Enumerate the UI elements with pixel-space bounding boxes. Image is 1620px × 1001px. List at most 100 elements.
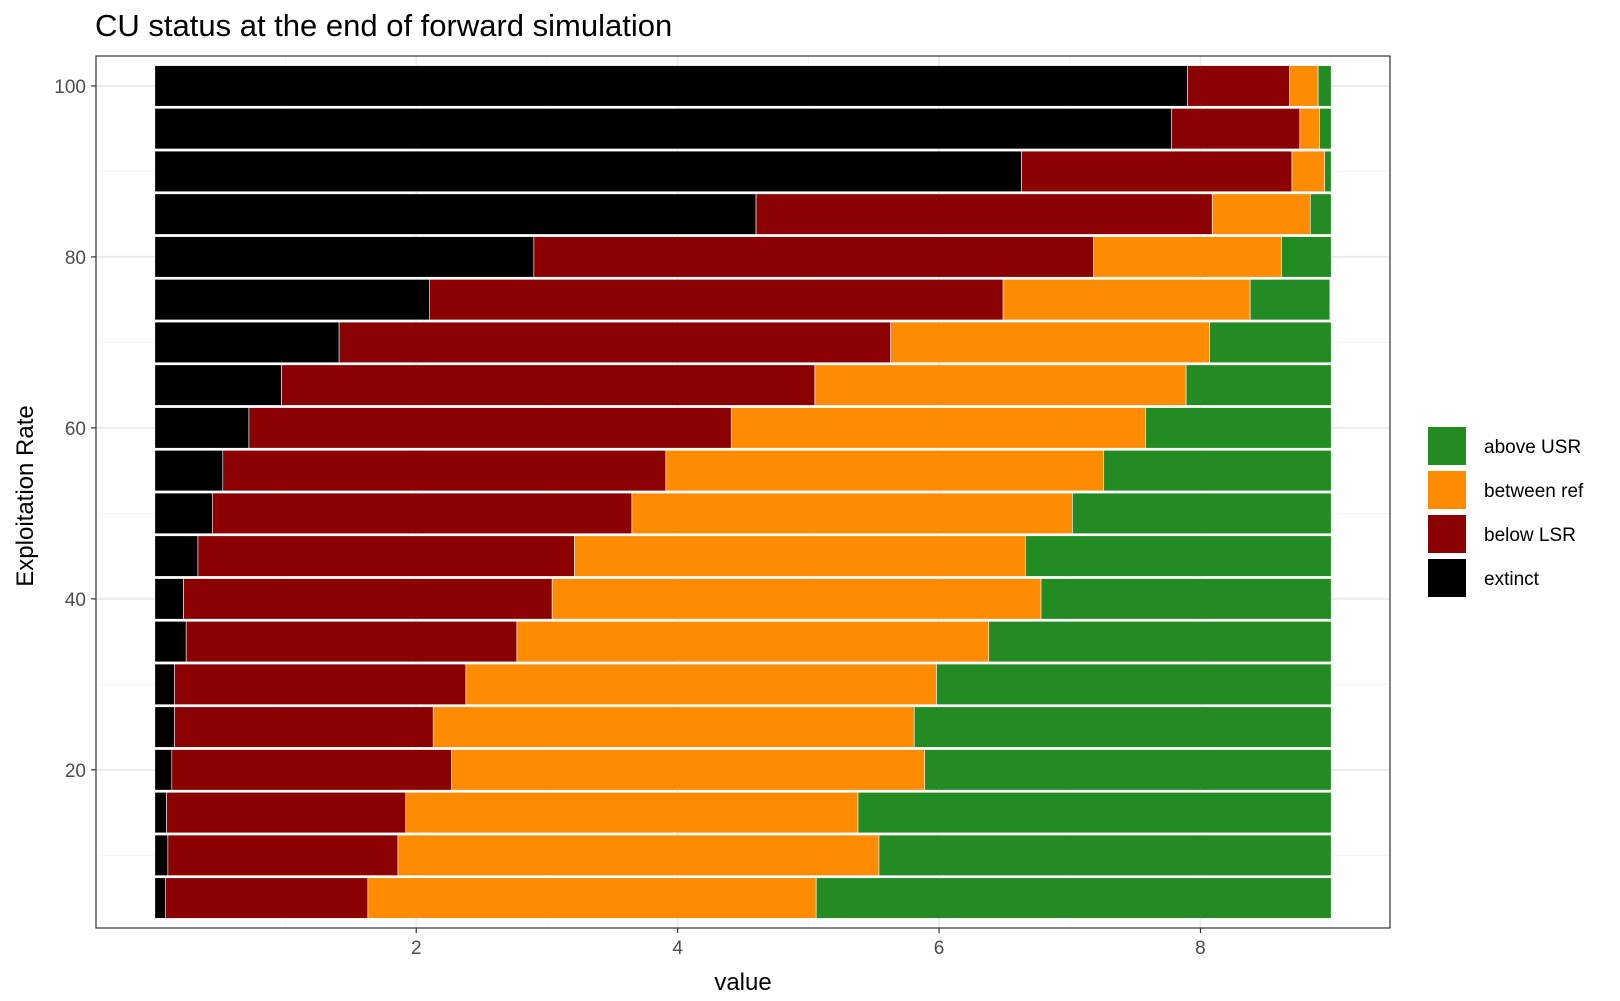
bar-segment-above-usr — [1145, 407, 1332, 449]
bar-segment-extinct — [154, 749, 173, 791]
bar-segment-above-usr — [1249, 279, 1331, 321]
bar-segment-between-ref — [631, 492, 1073, 534]
bar-segment-below-lsr — [429, 279, 1004, 321]
bar-segment-between-ref — [451, 749, 925, 791]
bar-segment-extinct — [154, 450, 224, 492]
bar-segment-extinct — [154, 193, 757, 235]
legend-label: below LSR — [1484, 525, 1576, 546]
bar-segment-between-ref — [432, 706, 915, 748]
x-axis-title: value — [714, 969, 771, 996]
legend-label: above USR — [1484, 437, 1581, 458]
bar-segment-below-lsr — [222, 450, 667, 492]
bar-segment-between-ref — [1299, 108, 1320, 150]
bar-segment-below-lsr — [185, 621, 518, 663]
y-tick-label: 20 — [65, 761, 86, 782]
bar-segment-above-usr — [878, 834, 1332, 876]
y-tick-label: 80 — [65, 248, 86, 269]
bar-segment-below-lsr — [174, 663, 467, 705]
bar-segment-between-ref — [367, 877, 817, 919]
legend-label: extinct — [1484, 569, 1540, 590]
bar-segment-between-ref — [730, 407, 1146, 449]
legend-key-between-ref — [1428, 471, 1466, 509]
bar-segment-above-usr — [1319, 108, 1332, 150]
bar-segment-below-lsr — [338, 321, 891, 363]
bar-segment-above-usr — [1309, 193, 1332, 235]
bar-segment-above-usr — [913, 706, 1332, 748]
bar-segment-below-lsr — [755, 193, 1213, 235]
bar-segment-above-usr — [1103, 450, 1332, 492]
bar-segment-extinct — [154, 877, 166, 919]
bar-segment-below-lsr — [533, 236, 1094, 278]
legend: above USR between ref below LSR extinct — [1428, 427, 1584, 597]
legend-label: between ref — [1484, 481, 1584, 502]
bar-segment-above-usr — [924, 749, 1332, 791]
bar-segment-above-usr — [1185, 364, 1332, 406]
bar-segment-below-lsr — [1187, 65, 1290, 107]
bar-segment-between-ref — [890, 321, 1210, 363]
bar-segment-above-usr — [815, 877, 1332, 919]
bar-segment-between-ref — [1211, 193, 1311, 235]
bar-segment-below-lsr — [281, 364, 816, 406]
bar-segment-between-ref — [405, 791, 859, 834]
bar-segment-below-lsr — [166, 791, 407, 834]
bar-segment-below-lsr — [1021, 150, 1293, 193]
bar-segment-extinct — [154, 108, 1173, 150]
bar-segment-above-usr — [1317, 65, 1332, 107]
bar-segment-above-usr — [988, 621, 1332, 663]
x-tick-label: 2 — [411, 938, 422, 959]
x-tick-label: 6 — [934, 938, 945, 959]
bar-segment-above-usr — [1209, 321, 1332, 363]
bar-segment-above-usr — [1025, 535, 1332, 577]
bar-segment-below-lsr — [164, 877, 369, 919]
bar-segment-extinct — [154, 279, 430, 321]
bar-segment-between-ref — [814, 364, 1187, 406]
bar-segment-below-lsr — [1171, 108, 1301, 150]
bar-segment-below-lsr — [197, 535, 575, 577]
bar-segment-below-lsr — [171, 749, 452, 791]
bar-segment-below-lsr — [174, 706, 434, 748]
bar-segment-below-lsr — [212, 492, 633, 534]
legend-key-extinct — [1428, 559, 1466, 597]
bar-segment-extinct — [154, 150, 1022, 193]
y-axis-title: Exploitation Rate — [12, 405, 39, 586]
bar-segment-extinct — [154, 621, 187, 663]
bar-segment-above-usr — [1072, 492, 1332, 534]
bar-segment-between-ref — [465, 663, 937, 705]
bar-segment-extinct — [154, 321, 340, 363]
bar-segment-extinct — [154, 236, 535, 278]
bar-segment-below-lsr — [248, 407, 732, 449]
chart-title: CU status at the end of forward simulati… — [95, 8, 673, 43]
bar-segment-between-ref — [397, 834, 880, 876]
bar-segment-extinct — [154, 364, 282, 406]
bar-segment-between-ref — [665, 450, 1105, 492]
bar-segment-above-usr — [1040, 578, 1332, 620]
bar-segment-between-ref — [1291, 150, 1325, 193]
bar-segment-extinct — [154, 791, 167, 834]
bar-segment-between-ref — [1002, 279, 1251, 321]
bar-segment-extinct — [154, 407, 250, 449]
bar-segment-extinct — [154, 535, 199, 577]
bar-segment-between-ref — [1289, 65, 1319, 107]
bar-segment-between-ref — [574, 535, 1026, 577]
bars-layer — [154, 65, 1332, 919]
y-tick-label: 60 — [65, 419, 86, 440]
bar-segment-between-ref — [551, 578, 1042, 620]
bar-segment-between-ref — [516, 621, 990, 663]
bar-segment-between-ref — [1092, 236, 1282, 278]
bar-segment-below-lsr — [167, 834, 399, 876]
ticks-layer: 2 4 6 8 20 40 60 80 100 — [54, 77, 1205, 959]
legend-key-below-lsr — [1428, 515, 1466, 553]
bar-segment-extinct — [154, 663, 175, 705]
panel-border — [95, 55, 1391, 929]
legend-key-above-usr — [1428, 427, 1466, 465]
bar-segment-above-usr — [857, 791, 1332, 834]
bar-segment-extinct — [154, 834, 169, 876]
x-tick-label: 8 — [1195, 938, 1206, 959]
x-tick-label: 4 — [672, 938, 683, 959]
bar-segment-extinct — [154, 492, 213, 534]
bar-segment-above-usr — [936, 663, 1332, 705]
y-tick-label: 100 — [54, 77, 86, 98]
bar-segment-below-lsr — [183, 578, 553, 620]
bar-segment-extinct — [154, 65, 1188, 107]
